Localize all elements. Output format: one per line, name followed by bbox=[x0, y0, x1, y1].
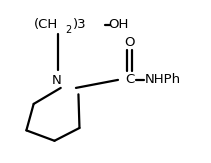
Text: 2: 2 bbox=[65, 25, 71, 35]
Text: C: C bbox=[125, 73, 134, 86]
Text: N: N bbox=[52, 74, 61, 87]
Text: (CH: (CH bbox=[34, 18, 58, 31]
Text: )3: )3 bbox=[73, 18, 87, 31]
Text: O: O bbox=[124, 36, 135, 49]
Text: NHPh: NHPh bbox=[145, 73, 181, 86]
Text: OH: OH bbox=[109, 18, 129, 31]
